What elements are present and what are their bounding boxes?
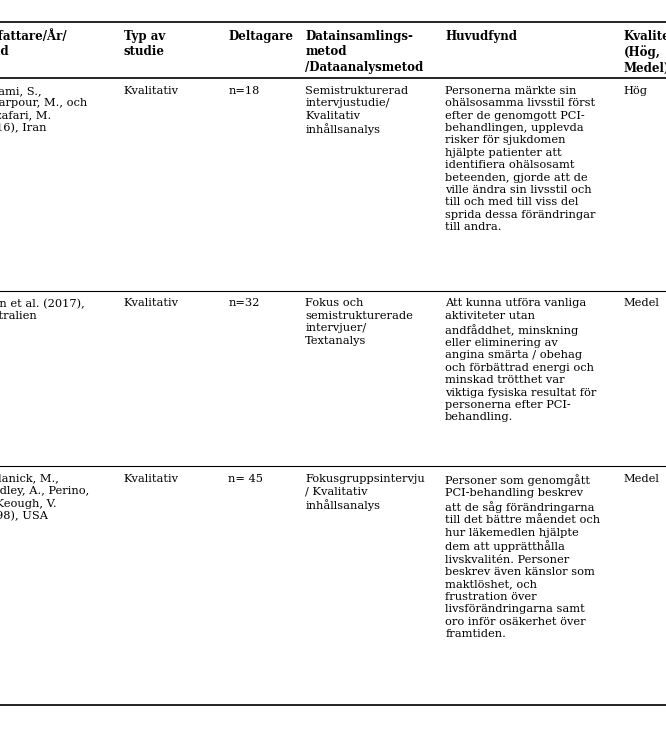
Text: Medel: Medel — [623, 474, 659, 483]
Text: Personer som genomgått
PCI-behandling beskrev
att de såg förändringarna
till det: Personer som genomgått PCI-behandling be… — [446, 474, 600, 639]
Text: Astin et al. (2017),
Australien: Astin et al. (2017), Australien — [0, 298, 85, 321]
Text: Personerna märkte sin
ohälsosamma livsstil först
efter de genomgott PCI-
behandl: Personerna märkte sin ohälsosamma livsst… — [446, 86, 595, 232]
Text: Deltagare: Deltagare — [228, 30, 294, 43]
Text: Medel: Medel — [623, 298, 659, 308]
Text: Kvalitativ: Kvalitativ — [124, 86, 178, 95]
Text: Att kunna utföra vanliga
aktiviteter utan
andfåddhet, minskning
eller eliminerin: Att kunna utföra vanliga aktiviteter uta… — [446, 298, 597, 422]
Text: Kvalitativ: Kvalitativ — [124, 298, 178, 308]
Text: Kvalitet
(Hög,
Medel): Kvalitet (Hög, Medel) — [623, 30, 666, 75]
Text: Kvalitativ: Kvalitativ — [124, 474, 178, 483]
Text: Hög: Hög — [623, 86, 647, 95]
Text: Författare/År/
Land: Författare/År/ Land — [0, 30, 67, 58]
Text: Fokusgruppsintervju
/ Kvalitativ
inhållsanalys: Fokusgruppsintervju / Kvalitativ inhålls… — [305, 474, 425, 511]
Text: Aazami, S.,
Jaafarpour, M., och
Mozafari, M.
(2016), Iran: Aazami, S., Jaafarpour, M., och Mozafari… — [0, 86, 88, 134]
Text: Datainsamlings-
metod
/Dataanalysmetod: Datainsamlings- metod /Dataanalysmetod — [305, 30, 424, 74]
Text: Semistrukturerad
intervjustudie/
Kvalitativ
inhållsanalys: Semistrukturerad intervjustudie/ Kvalita… — [305, 86, 408, 135]
Text: Typ av
studie: Typ av studie — [124, 30, 165, 58]
Text: n=18: n=18 — [228, 86, 260, 95]
Text: Fokus och
semistrukturerade
intervjuer/
Textanalys: Fokus och semistrukturerade intervjuer/ … — [305, 298, 413, 345]
Text: Huvudfynd: Huvudfynd — [446, 30, 517, 43]
Text: n=32: n=32 — [228, 298, 260, 308]
Text: Svalanick, M.,
Mindley, A., Perino,
L., Keough, V.
(1998), USA: Svalanick, M., Mindley, A., Perino, L., … — [0, 474, 89, 521]
Text: n= 45: n= 45 — [228, 474, 264, 483]
